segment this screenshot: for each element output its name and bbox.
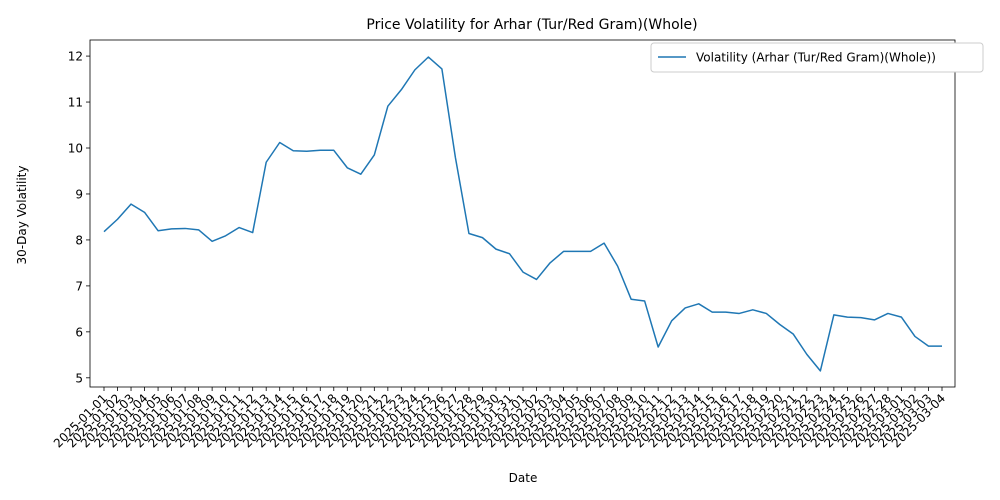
volatility-series-line xyxy=(103,56,942,372)
legend: Volatility (Arhar (Tur/Red Gram)(Whole)) xyxy=(650,42,984,73)
y-tick-label: 6 xyxy=(75,325,83,339)
y-tick-label: 5 xyxy=(75,371,83,385)
y-tick-label: 9 xyxy=(75,187,83,201)
chart-title: Price Volatility for Arhar (Tur/Red Gram… xyxy=(366,17,697,33)
y-tick-label: 7 xyxy=(75,279,83,293)
y-tick-label: 12 xyxy=(68,50,83,64)
y-tick-label: 10 xyxy=(68,142,83,156)
legend-box xyxy=(650,42,984,73)
legend-label: Volatility (Arhar (Tur/Red Gram)(Whole)) xyxy=(696,51,936,65)
y-tick-label: 8 xyxy=(75,233,83,247)
x-axis-label: Date xyxy=(509,471,538,485)
y-axis-label: 30-Day Volatility xyxy=(15,166,29,265)
plot-frame xyxy=(89,39,956,388)
y-tick-label: 11 xyxy=(68,96,83,110)
